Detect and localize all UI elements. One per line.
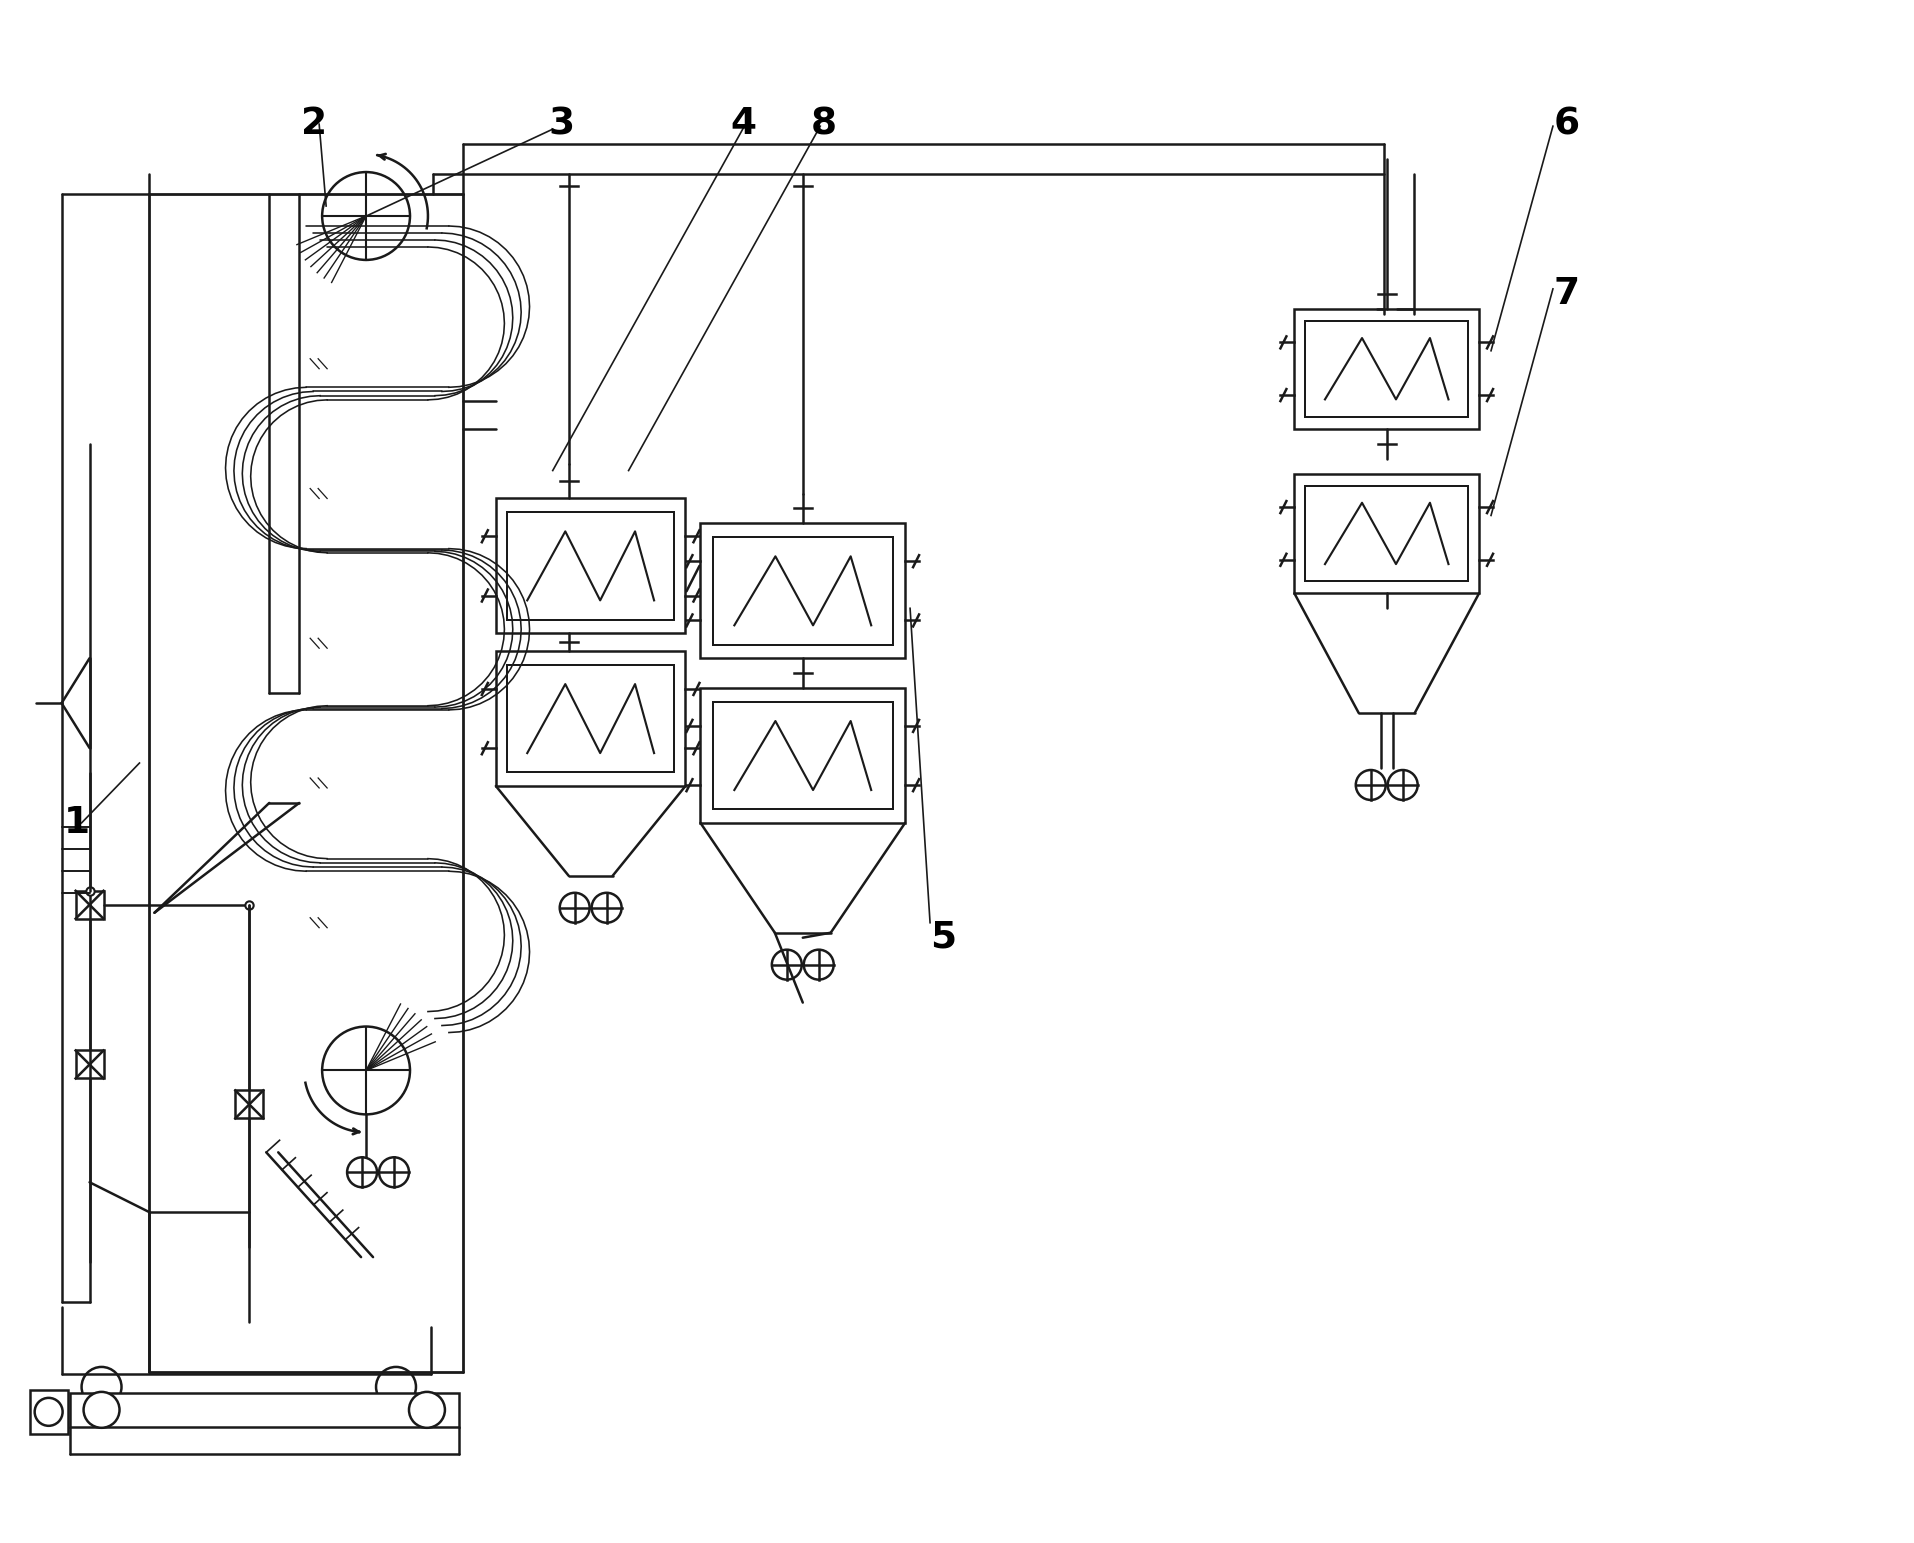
Bar: [1294, 309, 1480, 429]
Bar: [235, 1091, 264, 1119]
Bar: [31, 1390, 67, 1433]
Circle shape: [322, 1026, 410, 1114]
Bar: [1305, 486, 1468, 582]
Circle shape: [84, 1392, 119, 1427]
Text: 3: 3: [549, 106, 574, 142]
Bar: [1294, 474, 1480, 594]
Bar: [712, 702, 892, 810]
Bar: [496, 498, 685, 633]
Text: 7: 7: [1554, 276, 1581, 312]
Circle shape: [34, 1398, 63, 1426]
Circle shape: [379, 1157, 410, 1187]
Bar: [507, 512, 674, 620]
Bar: [712, 537, 892, 645]
Bar: [701, 523, 905, 659]
Text: 6: 6: [1554, 106, 1581, 142]
Text: 4: 4: [731, 106, 756, 142]
Circle shape: [322, 173, 410, 259]
Text: 5: 5: [930, 920, 957, 955]
Text: 8: 8: [810, 106, 836, 142]
Bar: [496, 651, 685, 785]
Bar: [1305, 321, 1468, 417]
Text: 2: 2: [300, 106, 327, 142]
Bar: [507, 665, 674, 773]
Bar: [69, 1393, 459, 1427]
Circle shape: [346, 1157, 377, 1187]
Bar: [75, 1051, 103, 1079]
Circle shape: [804, 949, 835, 980]
Circle shape: [591, 893, 622, 923]
Circle shape: [375, 1367, 415, 1407]
Circle shape: [410, 1392, 444, 1427]
Circle shape: [1388, 770, 1418, 799]
Text: 1: 1: [63, 805, 90, 841]
Bar: [75, 890, 103, 918]
Circle shape: [771, 949, 802, 980]
Circle shape: [1355, 770, 1386, 799]
Circle shape: [559, 893, 590, 923]
Circle shape: [82, 1367, 121, 1407]
Bar: [701, 688, 905, 822]
